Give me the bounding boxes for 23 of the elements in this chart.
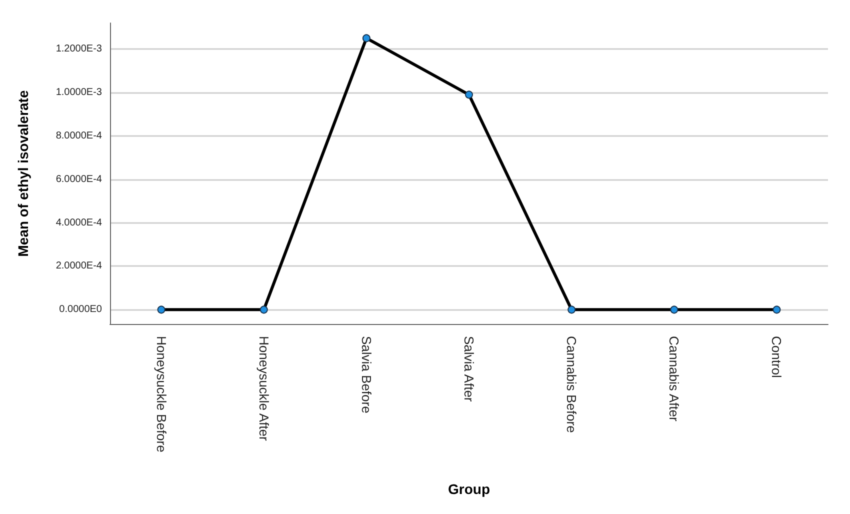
- x-tick-label: Salvia After: [462, 336, 476, 402]
- y-tick-label: 0.0000E0: [59, 304, 102, 316]
- x-tick-label: Control: [769, 336, 784, 378]
- x-tick-label: Salvia Before: [358, 336, 374, 414]
- point: [568, 306, 576, 314]
- x-tick-label: Honeysuckle Before: [154, 336, 169, 452]
- y-tick-label: 6.0000E-4: [56, 174, 102, 185]
- x-tick-label: Cannabis After: [666, 336, 682, 422]
- x-tick-label: Honeysuckle After: [256, 336, 272, 442]
- point: [772, 306, 781, 314]
- y-tick-label: 1.2000E-3: [56, 44, 102, 55]
- point: [465, 90, 473, 99]
- y-tick-label: 1.0000E-3: [56, 86, 102, 98]
- point: [362, 34, 370, 42]
- x-axis-title: Group: [448, 481, 490, 497]
- y-tick-label: 8.0000E-4: [56, 130, 102, 142]
- y-axis-title: Mean of ethyl isovalerate: [15, 90, 31, 257]
- y-tick-label: 4.0000E-4: [56, 217, 102, 228]
- point: [260, 306, 268, 314]
- y-tick-label: 2.0000E-4: [56, 260, 102, 272]
- x-tick-label: Cannabis Before: [564, 336, 580, 433]
- point: [157, 306, 166, 314]
- point: [670, 306, 678, 314]
